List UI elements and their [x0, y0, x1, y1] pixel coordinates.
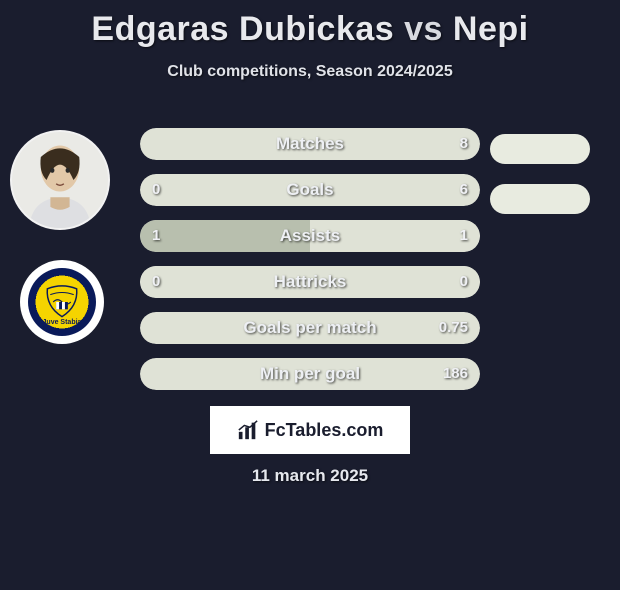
stat-value-right: 6	[460, 174, 468, 206]
chart-bars-icon	[237, 419, 259, 441]
stat-row: Min per goal186	[140, 358, 480, 390]
stat-label: Goals	[140, 174, 480, 206]
fctables-logo[interactable]: FcTables.com	[210, 406, 410, 454]
stats-bars-container: Matches8Goals06Assists11Hattricks00Goals…	[140, 128, 480, 404]
avatar-placeholder-icon	[12, 132, 108, 228]
stat-value-left: 0	[152, 174, 160, 206]
club-badge-text: Juve Stabia	[43, 319, 82, 326]
stat-row: Goals per match0.75	[140, 312, 480, 344]
left-avatar-column: Juve Stabia	[10, 130, 110, 344]
player1-name: Edgaras Dubickas	[91, 10, 394, 48]
date-text: 11 march 2025	[0, 466, 620, 486]
stat-value-right: 0	[460, 266, 468, 298]
player1-club-badge: Juve Stabia	[20, 260, 104, 344]
club-badge-inner: Juve Stabia	[28, 268, 96, 336]
comparison-title: Edgaras Dubickas vs Nepi	[0, 10, 620, 49]
player1-avatar	[10, 130, 110, 230]
stat-label: Goals per match	[140, 312, 480, 344]
stat-label: Hattricks	[140, 266, 480, 298]
stat-row: Hattricks0 0	[140, 266, 480, 298]
stat-value-right: 8	[460, 128, 468, 160]
stat-row: Goals0 6	[140, 174, 480, 206]
stat-value-left: 0	[152, 266, 160, 298]
right-pill	[490, 134, 590, 164]
stat-value-left: 1	[152, 220, 160, 252]
stat-value-right: 1	[460, 220, 468, 252]
stat-label: Min per goal	[140, 358, 480, 390]
competition-subtitle: Club competitions, Season 2024/2025	[0, 63, 620, 81]
stat-row: Assists1 1	[140, 220, 480, 252]
right-pill	[490, 184, 590, 214]
stat-value-right: 186	[443, 358, 468, 390]
stat-label: Matches	[140, 128, 480, 160]
stat-label: Assists	[140, 220, 480, 252]
vs-text: vs	[404, 10, 443, 48]
player2-name: Nepi	[453, 10, 529, 48]
stat-row: Matches8	[140, 128, 480, 160]
fctables-logo-text: FcTables.com	[265, 420, 384, 441]
stat-value-right: 0.75	[439, 312, 468, 344]
club-crest-icon	[40, 280, 84, 324]
